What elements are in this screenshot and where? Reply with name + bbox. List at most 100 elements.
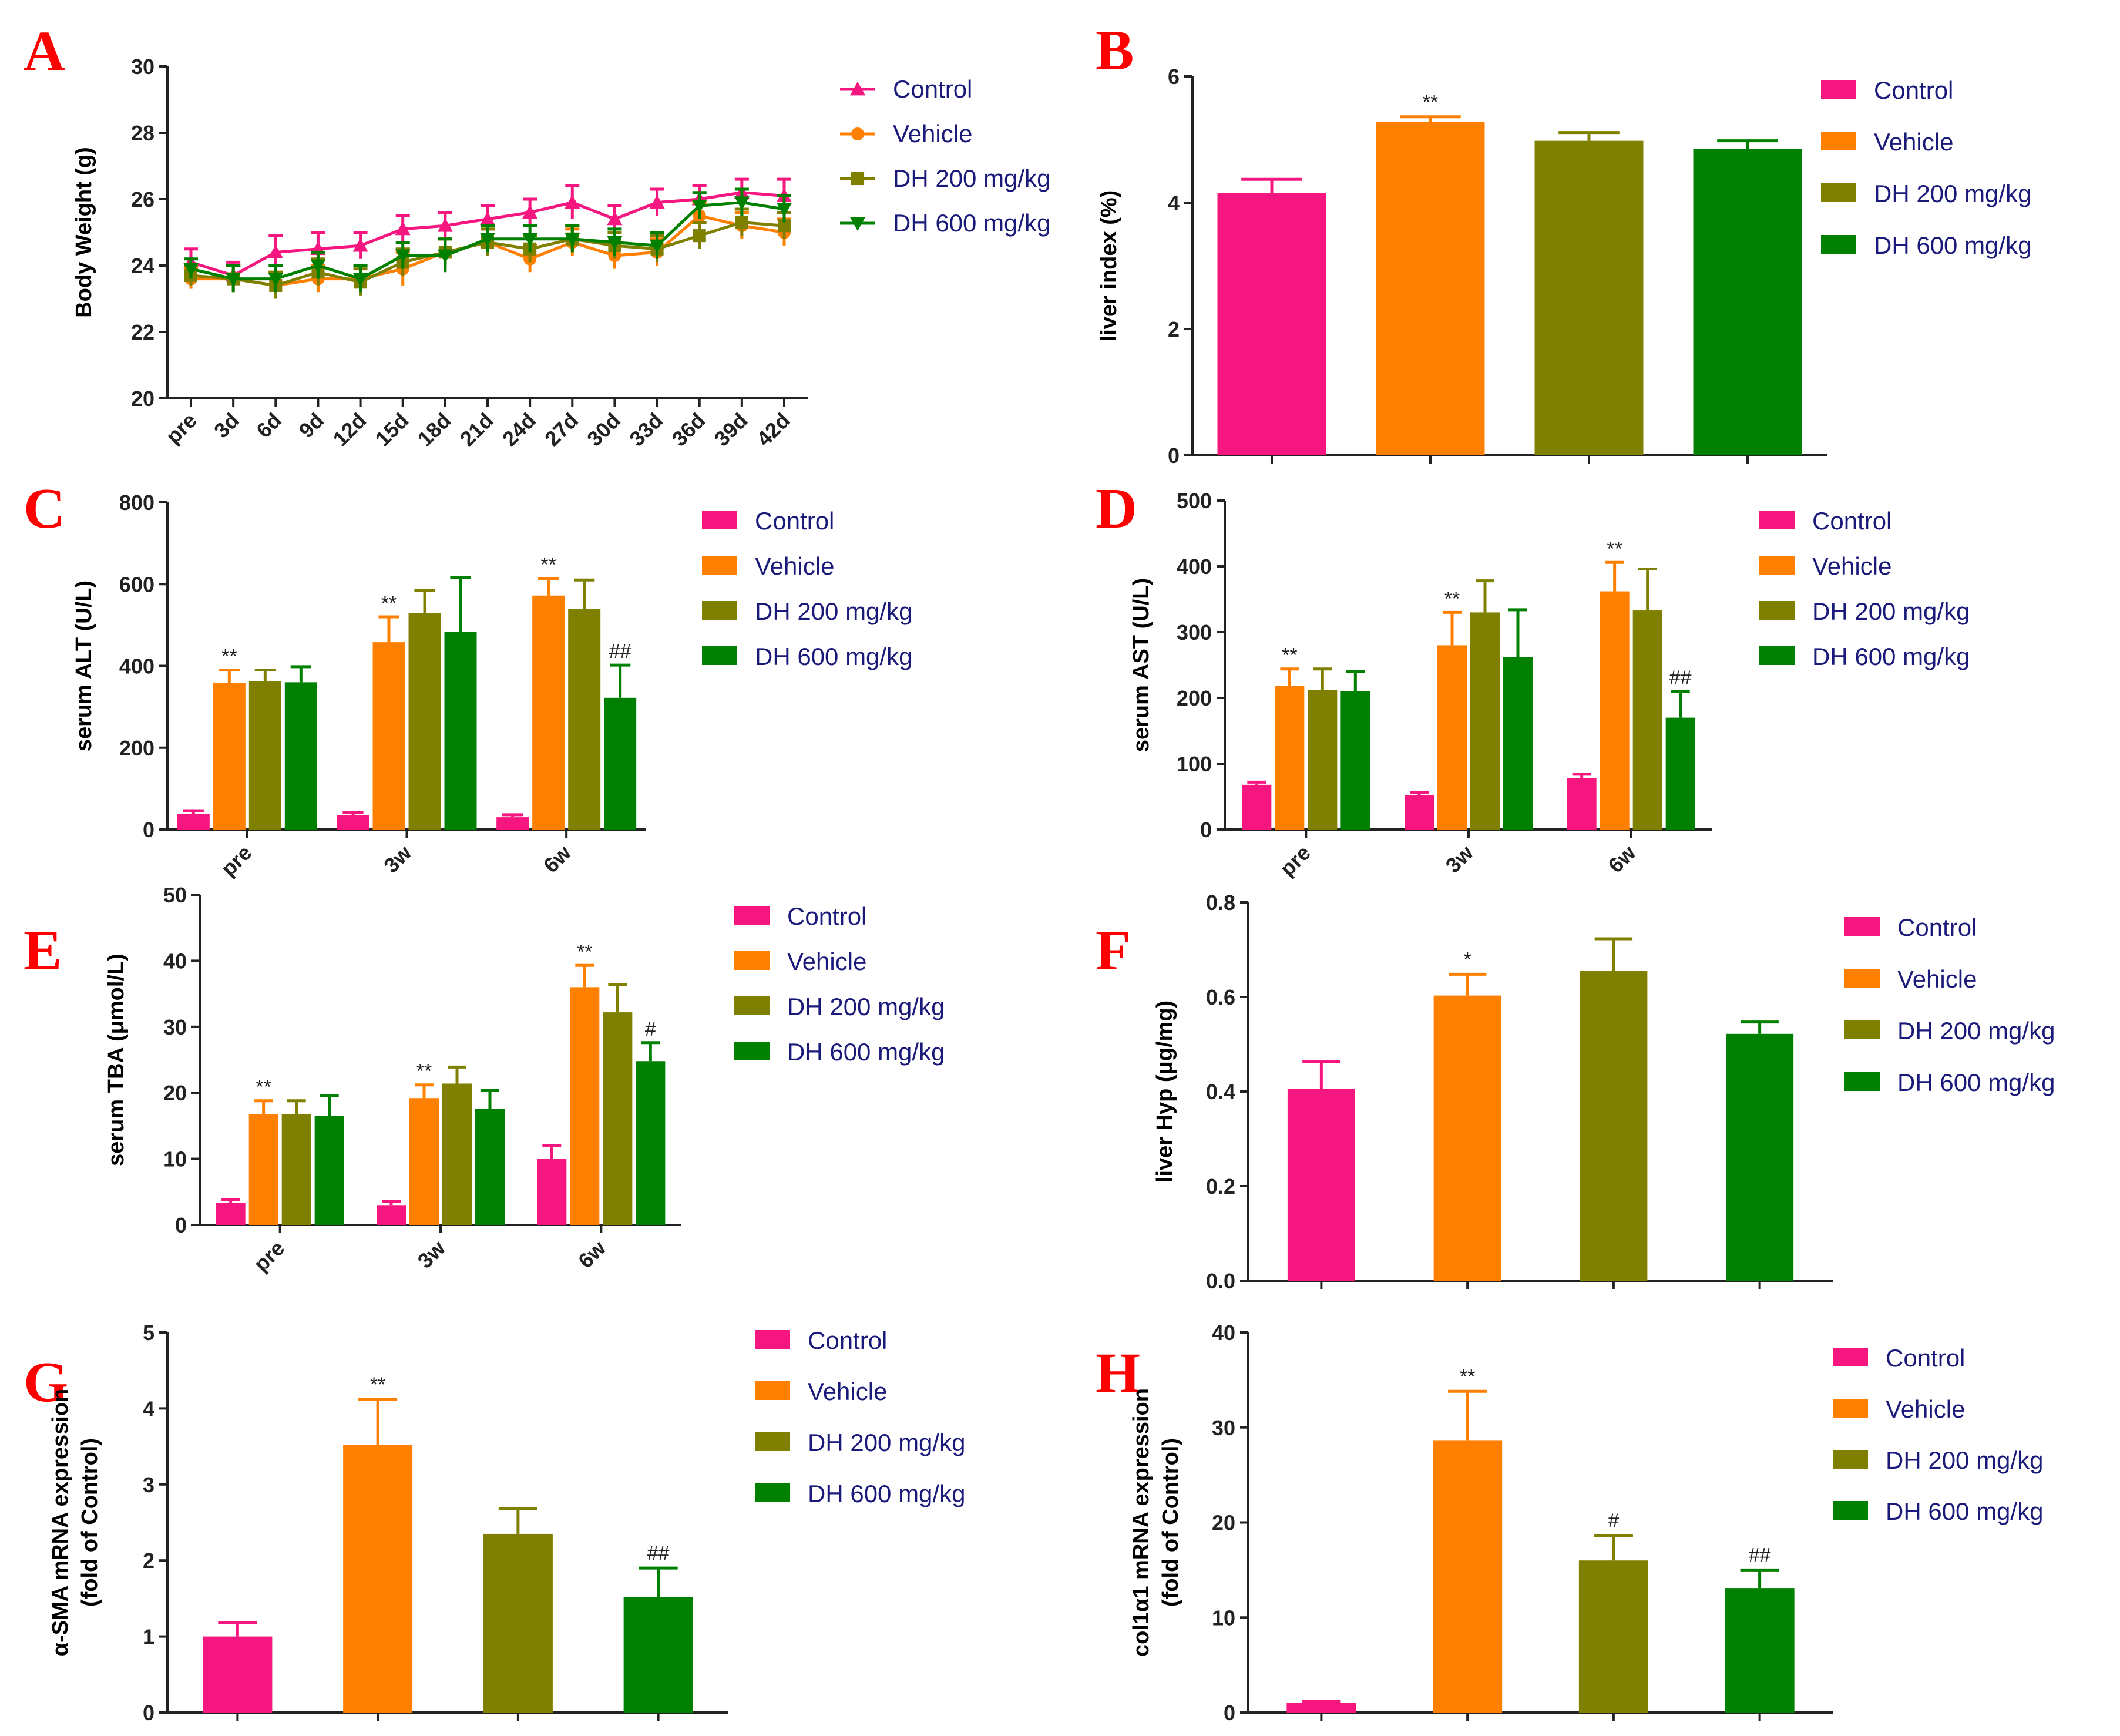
significance-label: # <box>645 1018 656 1040</box>
bar <box>1433 995 1501 1281</box>
bar <box>343 1445 413 1713</box>
significance-label: ** <box>1460 1365 1475 1388</box>
x-tick-label: 3w <box>413 1235 451 1273</box>
bar <box>372 642 405 830</box>
bar <box>1470 612 1500 830</box>
bar <box>203 1636 273 1713</box>
y-tick-label: 5 <box>143 1321 154 1345</box>
series-3 <box>183 187 792 293</box>
bar <box>1600 591 1630 830</box>
panel-c: C 0 200 400 600 800 serum ALT (U/L) Control Vehi… <box>23 477 912 881</box>
legend-label: DH 200 mg/kg <box>787 993 945 1020</box>
bar <box>603 1012 633 1225</box>
y-tick-label: 0 <box>175 1213 187 1237</box>
data-point <box>777 219 791 233</box>
legend-swatch <box>1844 969 1880 988</box>
x-tick-label: 24d <box>498 408 540 451</box>
legend: Control Vehicle DH 200 mg/kg DH 600 mg/kg <box>734 902 945 1066</box>
legend-swatch <box>1821 183 1856 202</box>
y-tick-label: 30 <box>1212 1416 1235 1440</box>
significance-label: ## <box>1669 667 1692 689</box>
x-tick-label: pre <box>216 841 257 881</box>
legend-swatch <box>1759 511 1795 529</box>
panel-label: A <box>23 20 65 83</box>
legend-swatch <box>1821 132 1856 150</box>
significance-label: ** <box>1423 91 1438 113</box>
panel-label: C <box>23 477 65 540</box>
x-tick-label: pre <box>161 408 201 449</box>
legend: Control Vehicle DH 200 mg/kg DH 600 mg/kg <box>702 507 912 670</box>
x-tick-label: 39d <box>710 408 752 451</box>
data-point <box>268 244 284 258</box>
y-tick-label: 22 <box>131 320 154 344</box>
y-tick-label: 40 <box>1212 1321 1235 1345</box>
legend-swatch <box>1844 1020 1880 1039</box>
bar <box>1580 971 1648 1281</box>
legend-swatch <box>1759 556 1795 575</box>
panel-label: G <box>23 1351 68 1414</box>
bar <box>1217 193 1326 455</box>
data-point <box>607 236 623 250</box>
legend-swatch <box>1821 80 1856 99</box>
data-point <box>607 211 623 226</box>
y-tick-label: 26 <box>131 187 154 211</box>
bar <box>1437 645 1467 830</box>
y-tick-label: 400 <box>1177 555 1212 579</box>
y-tick-label: 2 <box>1168 317 1180 341</box>
legend-label: DH 600 mg/kg <box>787 1038 945 1066</box>
y-tick-label: 30 <box>131 55 154 79</box>
significance-label: ## <box>647 1542 670 1564</box>
bar <box>1308 690 1338 830</box>
y-tick-label: 600 <box>119 572 154 596</box>
data-point <box>522 233 538 247</box>
y-axis-title: col1α1 mRNA expression <box>1129 1388 1154 1657</box>
legend-label: DH 200 mg/kg <box>755 597 912 625</box>
legend-label: Control <box>755 507 834 535</box>
data-point <box>522 204 538 219</box>
data-point <box>437 249 453 264</box>
significance-label: ** <box>370 1374 385 1396</box>
legend-swatch <box>1833 1348 1868 1366</box>
bar <box>337 815 369 830</box>
legend-marker <box>851 172 865 186</box>
y-tick-label: 300 <box>1177 620 1212 644</box>
significance-label: ** <box>381 592 397 615</box>
legend-label: DH 600 mg/kg <box>1812 643 1970 670</box>
legend-label: Control <box>787 902 866 930</box>
bar <box>1693 149 1802 455</box>
data-point <box>565 194 580 209</box>
data-point <box>565 233 580 247</box>
x-tick-label: 33d <box>624 408 667 451</box>
legend-label: Control <box>1886 1344 1965 1372</box>
y-tick-label: 3 <box>143 1473 154 1497</box>
bar <box>281 1114 311 1225</box>
panel-d: D 0 100 200 300 400 500 serum AST (U/L) Control V… <box>1096 477 1970 881</box>
panel-a: A 20 22 24 26 28 30 Body Weight (g) Control Vehic… <box>23 20 1050 451</box>
bar <box>444 632 477 830</box>
x-tick-label: 42d <box>752 408 795 451</box>
legend-swatch <box>1821 235 1856 254</box>
legend-label: DH 200 mg/kg <box>1886 1446 2043 1474</box>
significance-label: ## <box>609 640 631 663</box>
data-point <box>734 196 750 210</box>
significance-label: ** <box>221 645 237 667</box>
legend-swatch <box>755 1381 790 1400</box>
significance-label: ** <box>577 941 592 963</box>
y-axis-title: α-SMA mRNA expression <box>48 1389 73 1657</box>
data-point <box>691 199 707 214</box>
bar <box>1275 686 1305 830</box>
data-point <box>310 259 326 273</box>
x-tick-label: 6w <box>1603 840 1641 878</box>
bar <box>248 681 281 830</box>
y-axis-title: serum ALT (U/L) <box>72 580 96 751</box>
x-tick-label: pre <box>249 1236 290 1277</box>
y-tick-label: 0 <box>1168 444 1180 468</box>
bar <box>377 1205 406 1225</box>
data-point <box>693 229 706 243</box>
y-tick-label: 0.8 <box>1206 891 1235 915</box>
legend-label: Control <box>1897 914 1977 941</box>
legend-swatch <box>702 511 737 529</box>
legend-label: Control <box>1812 507 1891 535</box>
legend-swatch <box>702 556 737 575</box>
